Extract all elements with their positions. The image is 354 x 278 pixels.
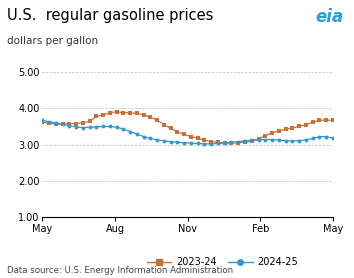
2023-24	[276, 129, 281, 133]
2024-25	[155, 138, 159, 142]
2023-24	[223, 141, 227, 145]
2024-25	[108, 125, 112, 128]
2024-25	[263, 138, 267, 141]
2023-24	[54, 122, 58, 126]
2023-24	[175, 130, 179, 134]
2023-24	[250, 140, 254, 143]
2024-25	[95, 125, 99, 128]
2023-24	[81, 121, 85, 124]
2024-25	[128, 130, 132, 133]
2023-24	[121, 111, 126, 115]
2023-24	[169, 126, 173, 130]
2023-24	[115, 110, 119, 113]
Text: U.S.  regular gasoline prices: U.S. regular gasoline prices	[7, 8, 213, 23]
Text: dollars per gallon: dollars per gallon	[7, 36, 98, 46]
2024-25	[162, 139, 166, 143]
2023-24	[324, 118, 328, 122]
2024-25	[135, 132, 139, 136]
2023-24	[270, 131, 274, 135]
2023-24	[229, 142, 234, 145]
2023-24	[304, 123, 308, 126]
2024-25	[101, 125, 105, 128]
2024-25	[317, 135, 321, 138]
2023-24	[101, 113, 105, 116]
2024-25	[290, 139, 295, 143]
2024-25	[270, 138, 274, 141]
2023-24	[67, 122, 72, 125]
2023-24	[310, 120, 315, 124]
2024-25	[121, 127, 126, 131]
2024-25	[223, 142, 227, 145]
2023-24	[263, 134, 267, 137]
2024-25	[243, 139, 247, 143]
2024-25	[250, 138, 254, 142]
2023-24	[61, 123, 65, 126]
2023-24	[202, 138, 207, 142]
2024-25	[229, 141, 234, 144]
2024-25	[54, 121, 58, 125]
2024-25	[310, 137, 315, 140]
2024-25	[169, 140, 173, 143]
Line: 2023-24: 2023-24	[41, 110, 335, 145]
Legend: 2023-24, 2024-25: 2023-24, 2024-25	[143, 254, 302, 271]
2024-25	[276, 138, 281, 142]
2023-24	[47, 121, 51, 125]
Line: 2024-25: 2024-25	[41, 118, 335, 146]
2023-24	[40, 120, 45, 124]
2023-24	[331, 119, 335, 122]
Text: Data source: U.S. Energy Information Administration: Data source: U.S. Energy Information Adm…	[7, 266, 233, 275]
2023-24	[182, 133, 186, 136]
2023-24	[209, 140, 213, 143]
2024-25	[148, 137, 153, 140]
2023-24	[243, 140, 247, 144]
2024-25	[142, 135, 146, 138]
2024-25	[67, 124, 72, 127]
2024-25	[304, 138, 308, 142]
2024-25	[182, 141, 186, 145]
2023-24	[95, 115, 99, 118]
2023-24	[196, 136, 200, 140]
2024-25	[115, 126, 119, 129]
2023-24	[128, 111, 132, 115]
2023-24	[317, 119, 321, 122]
2024-25	[40, 119, 45, 122]
2023-24	[142, 113, 146, 116]
2024-25	[189, 142, 193, 145]
2024-25	[331, 136, 335, 140]
2024-25	[87, 126, 92, 129]
2024-25	[74, 125, 78, 128]
2023-24	[87, 120, 92, 123]
2023-24	[74, 122, 78, 125]
2024-25	[209, 142, 213, 145]
Text: eia: eia	[315, 8, 343, 26]
2024-25	[236, 140, 240, 143]
2024-25	[175, 141, 179, 144]
2024-25	[61, 123, 65, 126]
2024-25	[216, 142, 220, 145]
2024-25	[297, 139, 301, 142]
2023-24	[162, 123, 166, 126]
2023-24	[290, 126, 295, 130]
2023-24	[236, 141, 240, 145]
2023-24	[216, 141, 220, 144]
2024-25	[202, 142, 207, 145]
2023-24	[256, 138, 261, 141]
2023-24	[108, 111, 112, 115]
2023-24	[148, 115, 153, 119]
2024-25	[324, 135, 328, 138]
2024-25	[81, 126, 85, 129]
2024-25	[256, 138, 261, 142]
2024-25	[284, 139, 288, 142]
2023-24	[135, 112, 139, 115]
2023-24	[297, 125, 301, 128]
2024-25	[47, 120, 51, 123]
2023-24	[284, 128, 288, 131]
2024-25	[196, 142, 200, 145]
2023-24	[155, 119, 159, 122]
2023-24	[189, 135, 193, 138]
